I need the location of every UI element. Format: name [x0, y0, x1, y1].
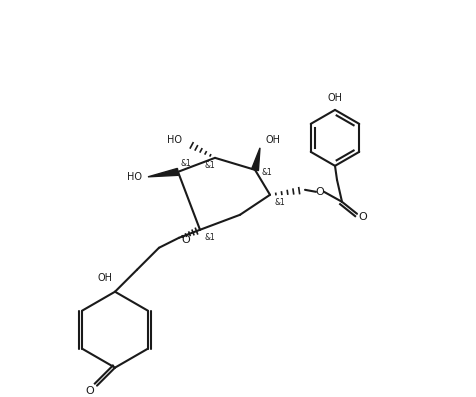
- Text: O: O: [358, 212, 367, 222]
- Text: OH: OH: [327, 93, 343, 103]
- Text: O: O: [86, 385, 94, 396]
- Text: OH: OH: [265, 135, 280, 145]
- Polygon shape: [252, 148, 260, 171]
- Polygon shape: [148, 168, 178, 177]
- Text: &1: &1: [262, 168, 272, 177]
- Text: O: O: [182, 235, 190, 245]
- Text: &1: &1: [180, 159, 191, 168]
- Text: HO: HO: [128, 172, 142, 182]
- Text: &1: &1: [205, 233, 215, 242]
- Text: OH: OH: [98, 273, 112, 283]
- Text: &1: &1: [275, 198, 286, 207]
- Text: HO: HO: [167, 135, 181, 145]
- Text: O: O: [316, 187, 324, 197]
- Text: &1: &1: [205, 161, 215, 170]
